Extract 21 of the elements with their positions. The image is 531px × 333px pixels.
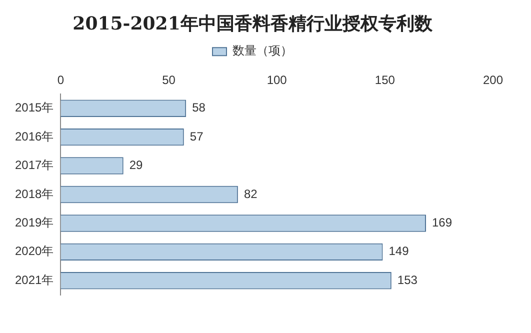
x-tick-label: 50 [162,73,176,88]
x-tick-label: 0 [57,73,64,88]
x-tick-label: 100 [266,73,288,88]
x-tick-label: 150 [374,73,396,88]
data-label: 153 [397,272,418,287]
y-tick-label: 2020年 [14,244,54,258]
legend-label: 数量（项） [232,44,292,58]
y-tick-label: 2015年 [14,100,54,115]
x-tick-label: 200 [482,73,504,88]
data-label: 149 [388,244,410,258]
data-label: 169 [432,216,452,230]
data-label: 58 [192,100,206,115]
data-label: 29 [129,158,144,172]
y-tick-label: 2017年 [14,158,54,172]
chart-title: 2015-2021年中国香料香精行业授权专利数 [72,13,434,34]
y-tick-label: 2018年 [14,186,54,201]
data-label: 57 [190,129,204,144]
data-label: 82 [244,186,258,201]
y-tick-label: 2021年 [14,272,54,287]
y-tick-label: 2016年 [14,129,54,144]
y-tick-label: 2019年 [14,216,54,230]
